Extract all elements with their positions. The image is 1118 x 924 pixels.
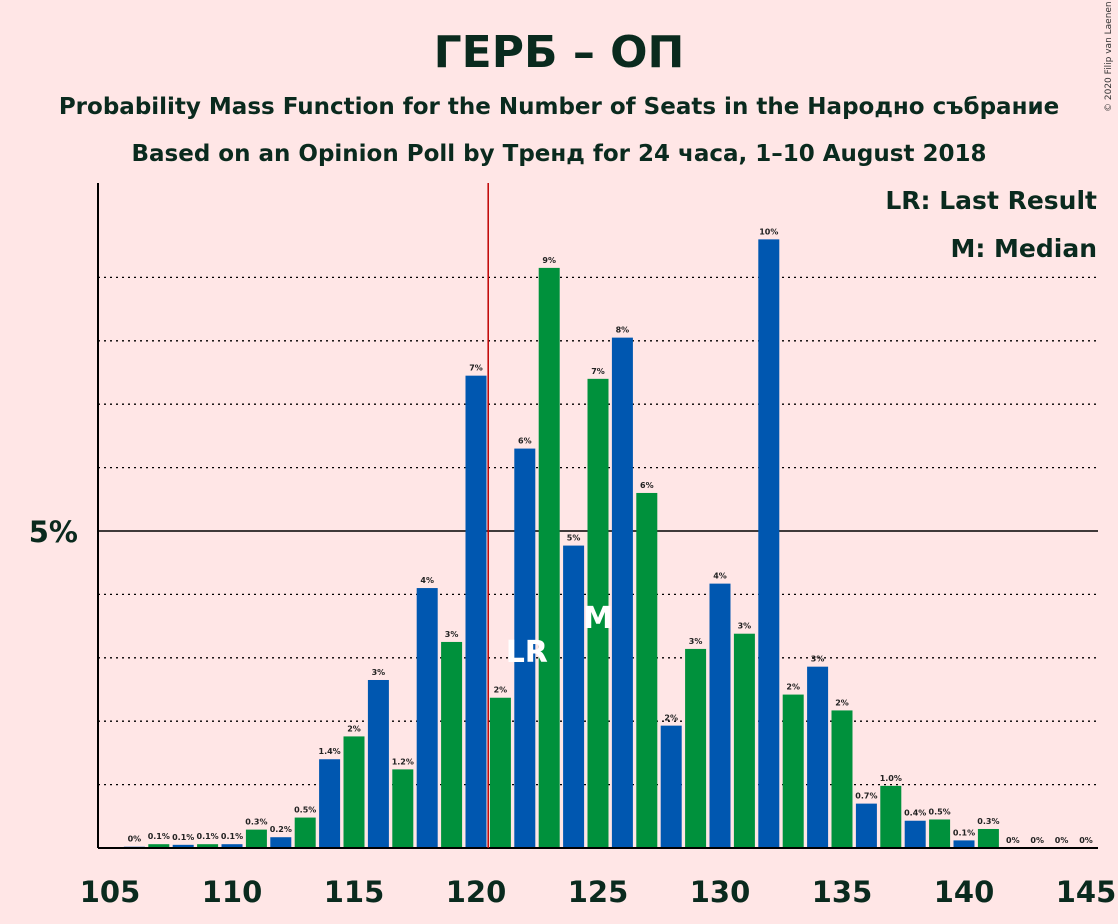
bar-label-seat-145: 0% <box>1079 836 1093 845</box>
bar-seat-113 <box>294 817 316 848</box>
bar-seat-132 <box>758 239 780 849</box>
bar-label-seat-123: 9% <box>542 256 556 265</box>
bar-seat-109 <box>197 844 219 848</box>
bar-label-seat-125: 7% <box>591 367 605 376</box>
bar-seat-114 <box>319 759 341 848</box>
bar-labels: 0% 0.1% 0.1% 0.1% 0.1%0.3%0.2%0.5%1.4%2%3%1.… <box>128 227 1093 845</box>
bar-label-seat-132: 10% <box>759 227 778 236</box>
bar-label-seat-143: 0% <box>1030 836 1044 845</box>
bar-seat-111 <box>245 829 267 848</box>
x-tick-110: 110 <box>202 875 263 909</box>
legend-last-result: LR: Last Result <box>885 186 1097 215</box>
bar-seat-141 <box>977 828 999 848</box>
bar-seat-116 <box>367 679 389 848</box>
bar-label-seat-130: 4% <box>713 572 727 581</box>
bar-seat-118 <box>416 588 438 848</box>
bar-label-seat-118: 4% <box>420 576 434 585</box>
bar-label-seat-120: 7% <box>469 364 483 373</box>
bar-label-seat-142: 0% <box>1006 836 1020 845</box>
bar-seat-123 <box>538 267 560 848</box>
bar-seat-124 <box>563 545 585 848</box>
bar-label-seat-138: 0.4% <box>904 809 926 818</box>
bar-seat-133 <box>782 694 804 848</box>
x-tick-125: 125 <box>568 875 629 909</box>
bar-label-seat-137: 1.0% <box>880 774 902 783</box>
bar-label-seat-139: 0.5% <box>929 807 951 816</box>
bar-label-seat-133: 2% <box>786 683 800 692</box>
bar-label-seat-117: 1.2% <box>392 757 414 766</box>
bar-label-seat-108: 0.1% <box>172 833 194 842</box>
bar-seat-127 <box>636 492 658 848</box>
bar-seat-130 <box>709 583 731 848</box>
bar-seat-110 <box>221 844 243 848</box>
bar-seat-139 <box>929 819 951 848</box>
y-axis-ticks: 5% <box>29 515 78 549</box>
bar-label-seat-116: 3% <box>372 668 386 677</box>
chart-title: ГЕРБ – ОП <box>434 27 685 78</box>
bar-seat-115 <box>343 736 365 848</box>
bar-seat-107 <box>148 844 170 848</box>
bar-label-seat-129: 3% <box>689 637 703 646</box>
y-tick-5%: 5% <box>29 515 78 549</box>
bar-label-seat-110: 0.1% <box>221 832 243 841</box>
x-tick-145: 145 <box>1056 875 1117 909</box>
bar-seat-121 <box>489 697 511 848</box>
bar-label-seat-124: 5% <box>567 534 581 543</box>
bar-seat-138 <box>904 820 926 848</box>
bar-label-seat-144: 0% <box>1055 836 1069 845</box>
chart-subtitle: Probability Mass Function for the Number… <box>59 94 1059 120</box>
x-tick-135: 135 <box>812 875 873 909</box>
bar-label-seat-141: 0.3% <box>977 817 999 826</box>
bar-label-seat-135: 2% <box>835 698 849 707</box>
bar-label-seat-136: 0.7% <box>855 792 877 801</box>
bar-seat-134 <box>807 666 829 848</box>
bar-seat-122 <box>514 448 536 848</box>
bar-seat-125 <box>587 378 609 848</box>
bar-label-seat-119: 3% <box>445 630 459 639</box>
bar-seat-128 <box>660 725 682 848</box>
bar-seat-137 <box>880 785 902 848</box>
bar-label-seat-140: 0.1% <box>953 828 975 837</box>
bar-label-seat-126: 8% <box>616 326 630 335</box>
bars <box>123 239 999 849</box>
chart-subtitle-2: Based on an Opinion Poll by Тренд for 24… <box>132 141 987 167</box>
bar-label-seat-128: 2% <box>664 714 678 723</box>
x-tick-130: 130 <box>690 875 751 909</box>
bar-seat-135 <box>831 710 853 848</box>
bar-seat-120 <box>465 375 487 848</box>
bar-label-seat-111: 0.3% <box>245 818 267 827</box>
median-marker: M <box>583 601 613 636</box>
bar-label-seat-106: 0% <box>128 835 142 844</box>
x-tick-115: 115 <box>324 875 385 909</box>
bar-label-seat-113: 0.5% <box>294 806 316 815</box>
legend-median: M: Median <box>950 234 1097 263</box>
bar-label-seat-114: 1.4% <box>319 747 341 756</box>
bar-seat-131 <box>733 633 755 848</box>
last-result-marker: LR <box>506 635 548 670</box>
bar-label-seat-112: 0.2% <box>270 825 292 834</box>
bar-seat-119 <box>441 641 463 848</box>
bar-label-seat-131: 3% <box>738 622 752 631</box>
copyright-note: © 2020 Filip van Laenen <box>1104 1 1114 112</box>
bar-label-seat-122: 6% <box>518 437 532 446</box>
bar-seat-136 <box>855 803 877 848</box>
bar-seat-117 <box>392 769 414 848</box>
bar-seat-126 <box>611 337 633 848</box>
bar-label-seat-121: 2% <box>494 686 508 695</box>
bar-seat-140 <box>953 840 975 848</box>
bar-seat-108 <box>172 844 194 848</box>
bar-label-seat-115: 2% <box>347 724 361 733</box>
bar-label-seat-134: 3% <box>811 655 825 664</box>
bar-label-seat-127: 6% <box>640 481 654 490</box>
x-tick-105: 105 <box>80 875 141 909</box>
bar-seat-129 <box>685 648 707 848</box>
x-tick-140: 140 <box>934 875 995 909</box>
x-tick-120: 120 <box>446 875 507 909</box>
bar-seat-112 <box>270 837 292 848</box>
x-axis-ticks: 105 110 115 120 125 130 135 140 145 <box>80 875 1117 909</box>
bar-label-seat-109: 0.1% <box>197 832 219 841</box>
bar-label-seat-107: 0.1% <box>148 832 170 841</box>
